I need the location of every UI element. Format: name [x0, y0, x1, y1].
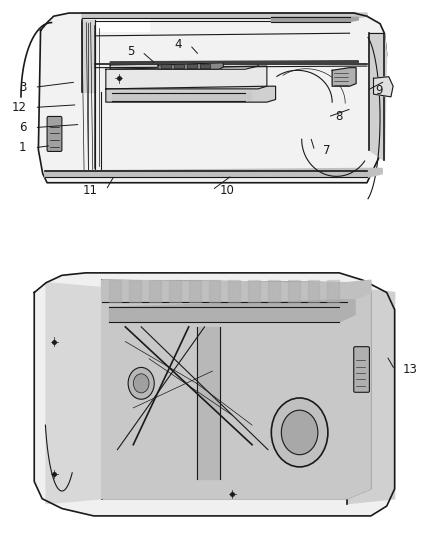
Polygon shape — [288, 280, 300, 302]
Text: 1: 1 — [19, 141, 27, 154]
FancyBboxPatch shape — [354, 346, 369, 392]
Text: 3: 3 — [19, 81, 27, 94]
Circle shape — [133, 374, 149, 393]
Polygon shape — [307, 280, 319, 302]
Polygon shape — [208, 280, 220, 302]
Circle shape — [281, 410, 318, 455]
Polygon shape — [102, 280, 371, 302]
Polygon shape — [129, 280, 141, 302]
Text: 11: 11 — [83, 184, 98, 197]
Polygon shape — [106, 66, 267, 89]
FancyBboxPatch shape — [187, 64, 198, 69]
Polygon shape — [271, 17, 358, 21]
Polygon shape — [102, 293, 371, 499]
Polygon shape — [82, 20, 95, 92]
Polygon shape — [158, 63, 223, 69]
Text: 12: 12 — [12, 101, 27, 114]
Polygon shape — [197, 327, 220, 479]
Polygon shape — [228, 280, 240, 302]
Text: 9: 9 — [375, 84, 382, 97]
Text: 4: 4 — [174, 38, 182, 51]
Polygon shape — [46, 282, 102, 504]
Polygon shape — [110, 300, 355, 322]
Polygon shape — [110, 61, 358, 64]
Polygon shape — [86, 13, 149, 30]
Polygon shape — [149, 280, 161, 302]
Polygon shape — [332, 68, 356, 86]
Text: 13: 13 — [403, 364, 417, 376]
Text: 7: 7 — [322, 144, 330, 157]
Circle shape — [271, 398, 328, 467]
FancyBboxPatch shape — [47, 116, 62, 151]
Text: 8: 8 — [336, 110, 343, 124]
Circle shape — [128, 367, 154, 399]
Polygon shape — [110, 280, 121, 302]
Polygon shape — [248, 280, 260, 302]
Polygon shape — [113, 93, 252, 101]
Polygon shape — [34, 273, 395, 516]
Polygon shape — [189, 280, 201, 302]
Polygon shape — [347, 288, 395, 504]
Polygon shape — [327, 280, 339, 302]
Polygon shape — [106, 86, 276, 102]
Polygon shape — [374, 77, 393, 97]
FancyBboxPatch shape — [200, 64, 211, 69]
Text: 5: 5 — [127, 45, 134, 58]
Polygon shape — [102, 280, 371, 499]
FancyBboxPatch shape — [174, 64, 185, 69]
Text: 10: 10 — [220, 184, 235, 197]
Text: 6: 6 — [19, 121, 27, 134]
FancyBboxPatch shape — [161, 64, 172, 69]
Polygon shape — [45, 168, 382, 177]
Polygon shape — [369, 33, 387, 160]
Polygon shape — [39, 13, 387, 183]
Polygon shape — [82, 13, 367, 18]
Polygon shape — [268, 280, 280, 302]
Polygon shape — [169, 280, 181, 302]
Polygon shape — [110, 62, 258, 69]
